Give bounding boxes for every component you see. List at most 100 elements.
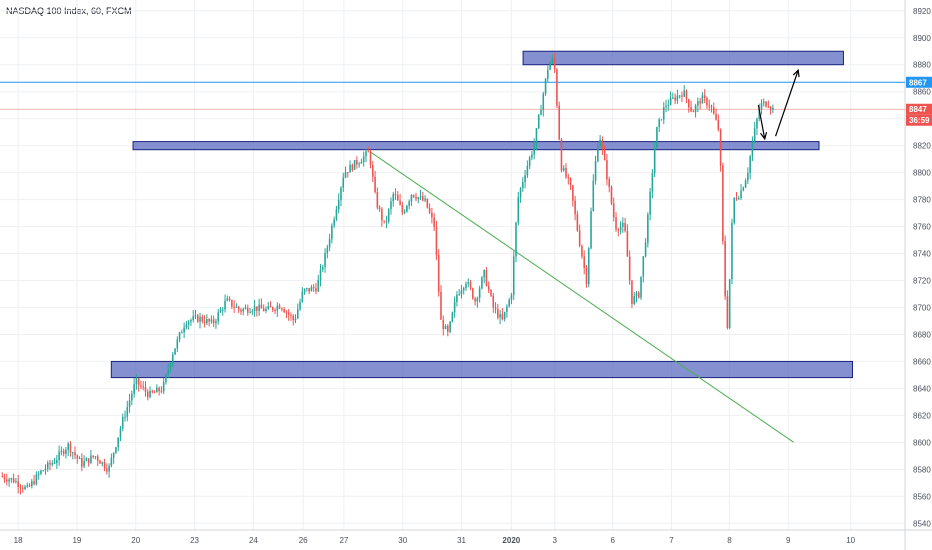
candle-body — [281, 308, 283, 310]
candle-body — [87, 458, 90, 464]
candle-body — [128, 400, 131, 407]
candle-body — [12, 478, 15, 483]
candle-body — [533, 144, 535, 155]
projection-arrow[interactable] — [757, 105, 766, 140]
candle-body — [385, 221, 388, 223]
candle-body — [665, 105, 667, 108]
x-tick-label: 7 — [669, 536, 674, 545]
candle-body — [74, 452, 76, 456]
y-tick-label: 8680 — [913, 330, 931, 339]
candle-body — [567, 177, 570, 179]
candle-body — [701, 95, 704, 104]
candle-body — [112, 452, 115, 458]
x-tick-label: 2020 — [502, 536, 520, 545]
candle-body — [231, 299, 233, 307]
candle-body — [65, 449, 67, 454]
candle-body — [547, 69, 549, 79]
y-tick-label: 8700 — [913, 303, 931, 312]
candle-body — [497, 308, 499, 318]
candle-body — [603, 148, 606, 161]
candle-body — [758, 109, 761, 120]
candle-body — [544, 78, 547, 94]
candle-body — [378, 207, 381, 210]
candle-body — [244, 307, 247, 309]
candle-body — [619, 226, 622, 231]
candle-body — [351, 164, 354, 170]
candle-body — [219, 309, 222, 313]
candle-body — [267, 306, 270, 309]
trendline[interactable] — [370, 151, 794, 443]
candle-body — [44, 468, 47, 471]
candle-body — [369, 151, 372, 165]
candle-body — [251, 311, 254, 313]
candle-body — [174, 348, 176, 355]
candle-body — [642, 256, 645, 277]
candle-body — [274, 309, 276, 311]
candle-body — [481, 277, 483, 289]
candle-body — [6, 479, 8, 482]
candle-body — [317, 280, 320, 292]
candle-body — [585, 267, 588, 285]
support-resistance-zone[interactable] — [522, 50, 844, 66]
candle-body — [615, 217, 617, 230]
candle-body — [747, 173, 749, 181]
y-tick-label: 8640 — [913, 384, 931, 393]
candle-body — [560, 139, 563, 171]
x-tick-label: 9 — [786, 536, 791, 545]
candle-body — [490, 290, 492, 296]
candle-body — [194, 315, 197, 317]
candle-body — [249, 312, 251, 314]
candle-body — [312, 287, 315, 289]
support-resistance-zone[interactable] — [110, 360, 854, 379]
candle-body — [553, 57, 556, 70]
x-tick-label: 27 — [339, 536, 348, 545]
candle-body — [169, 363, 172, 370]
candle-body — [299, 301, 301, 310]
y-tick-label: 8720 — [913, 277, 931, 286]
candle-body — [119, 428, 122, 438]
candle-body — [487, 285, 490, 291]
support-resistance-zone[interactable] — [132, 141, 820, 151]
candle-body — [724, 241, 726, 297]
candle-body — [46, 462, 49, 469]
candle-body — [115, 447, 117, 453]
candle-body — [617, 229, 620, 231]
candle-body — [433, 217, 435, 228]
projection-arrow[interactable] — [775, 69, 799, 137]
candle-body — [287, 312, 290, 315]
candle-body — [519, 188, 522, 198]
candle-body — [108, 465, 110, 472]
candle-body — [190, 319, 192, 322]
candle-body — [528, 157, 531, 167]
candle-body — [253, 306, 256, 312]
candle-body — [149, 390, 151, 398]
candle-body — [692, 111, 695, 113]
x-tick-label: 20 — [131, 536, 140, 545]
y-tick-label: 8540 — [913, 519, 931, 528]
candle-body — [715, 113, 717, 120]
candle-body — [69, 443, 72, 453]
candle-body — [647, 214, 649, 243]
candle-body — [78, 458, 81, 460]
candle-body — [17, 481, 19, 487]
candle-body — [531, 154, 533, 158]
x-tick-label: 26 — [299, 536, 308, 545]
candle-body — [451, 312, 454, 322]
y-tick-label: 8740 — [913, 250, 931, 259]
candle-body — [185, 324, 188, 328]
candle-body — [606, 160, 608, 180]
candle-body — [390, 201, 392, 210]
candle-body — [756, 119, 758, 129]
candle-body — [594, 161, 597, 181]
candle-body — [221, 309, 224, 311]
candle-body — [592, 180, 595, 212]
candle-body — [515, 222, 517, 257]
price-tag — [906, 76, 932, 88]
candle-body — [524, 175, 526, 183]
candle-body — [492, 295, 495, 308]
candle-body — [635, 292, 638, 297]
candle-body — [240, 309, 242, 312]
candle-body — [408, 201, 410, 206]
candle-body — [476, 298, 479, 302]
